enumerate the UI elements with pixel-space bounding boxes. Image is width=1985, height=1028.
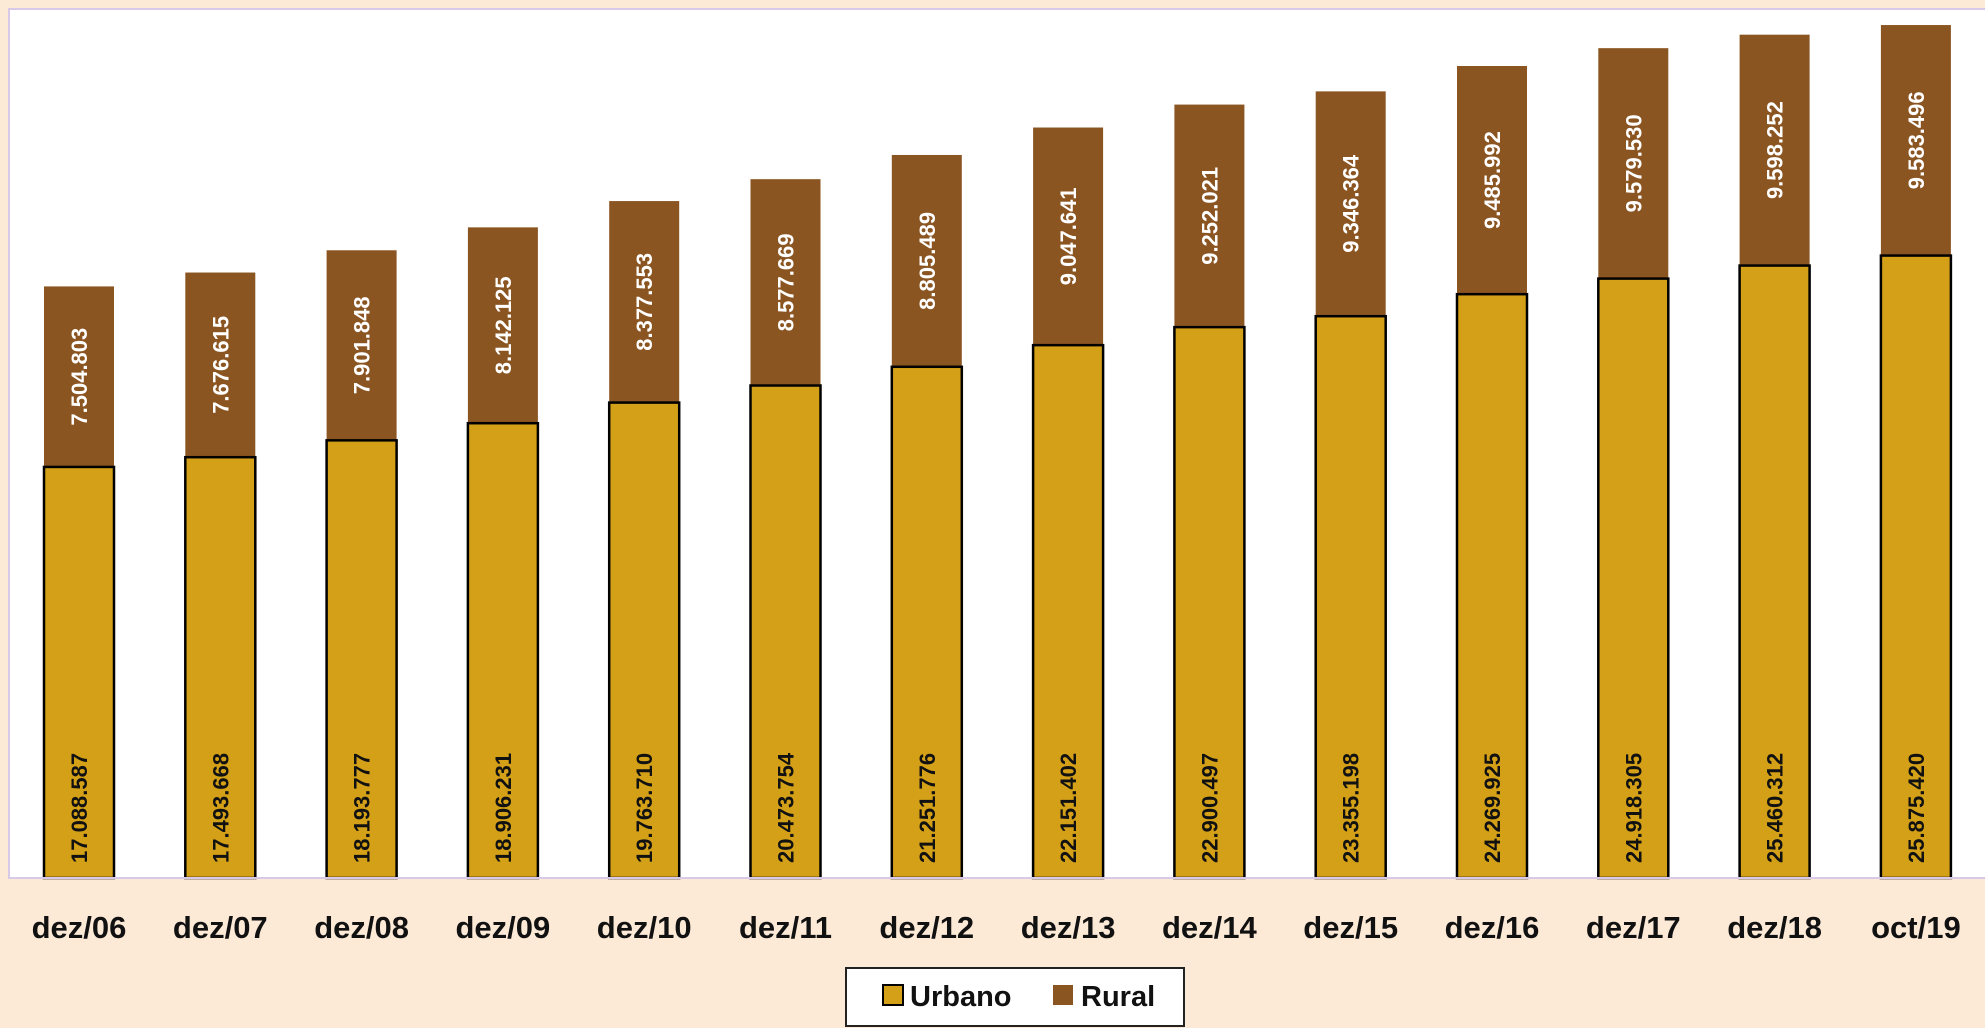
data-label-urbano-dez-07: 17.493.668 (208, 753, 233, 863)
data-label-urbano-dez-13: 22.151.402 (1056, 753, 1081, 863)
x-tick-label-dez-08: dez/08 (314, 910, 409, 945)
plot-area (9, 9, 1985, 878)
data-label-urbano-dez-09: 18.906.231 (491, 753, 516, 863)
legend-label-rural: Rural (1081, 981, 1155, 1013)
data-label-urbano-dez-08: 18.193.777 (350, 753, 375, 863)
data-label-urbano-oct-19: 25.875.420 (1904, 753, 1929, 863)
x-tick-label-oct-19: oct/19 (1871, 910, 1961, 945)
data-label-rural-dez-16: 9.485.992 (1480, 131, 1505, 229)
data-label-urbano-dez-10: 19.763.710 (632, 753, 657, 863)
data-label-rural-dez-07: 7.676.615 (208, 316, 233, 414)
data-label-rural-dez-14: 9.252.021 (1197, 167, 1222, 265)
x-tick-label-dez-06: dez/06 (32, 910, 127, 945)
data-label-rural-dez-15: 9.346.364 (1339, 154, 1364, 253)
x-tick-label-dez-16: dez/16 (1445, 910, 1540, 945)
x-axis-ticks: dez/06 dez/07 dez/08 dez/09 dez/10 dez/11 dez/… (32, 910, 1961, 945)
data-label-urbano-dez-06: 17.088.587 (67, 753, 92, 863)
data-label-rural-dez-17: 9.579.530 (1621, 114, 1646, 212)
data-label-rural-dez-06: 7.504.803 (67, 328, 92, 426)
data-label-urbano-dez-17: 24.918.305 (1621, 753, 1646, 863)
x-tick-label-dez-09: dez/09 (456, 910, 551, 945)
x-tick-label-dez-10: dez/10 (597, 910, 692, 945)
data-label-urbano-dez-14: 22.900.497 (1197, 753, 1222, 863)
data-label-urbano-dez-11: 20.473.754 (774, 752, 799, 863)
x-tick-label-dez-11: dez/11 (739, 910, 832, 945)
data-label-rural-dez-08: 7.901.848 (350, 296, 375, 394)
data-label-urbano-dez-15: 23.355.198 (1339, 753, 1364, 863)
x-tick-label-dez-15: dez/15 (1303, 910, 1398, 945)
data-label-urbano-dez-18: 25.460.312 (1763, 753, 1788, 863)
legend-label-urbano: Urbano (910, 981, 1012, 1013)
legend-swatch-rural (1053, 985, 1073, 1005)
legend-swatch-urbano (883, 985, 903, 1005)
data-label-rural-oct-19: 9.583.496 (1904, 91, 1929, 189)
data-label-rural-dez-11: 8.577.669 (774, 233, 799, 331)
data-label-rural-dez-10: 8.377.553 (632, 253, 657, 351)
x-tick-label-dez-18: dez/18 (1727, 910, 1822, 945)
data-label-rural-dez-12: 8.805.489 (915, 212, 940, 310)
x-tick-label-dez-13: dez/13 (1021, 910, 1116, 945)
x-tick-label-dez-17: dez/17 (1586, 910, 1681, 945)
data-label-urbano-dez-12: 21.251.776 (915, 753, 940, 863)
legend: Urbano Rural (846, 968, 1184, 1026)
x-tick-label-dez-12: dez/12 (879, 910, 974, 945)
x-tick-label-dez-14: dez/14 (1162, 910, 1258, 945)
data-label-rural-dez-09: 8.142.125 (491, 276, 516, 374)
data-label-rural-dez-18: 9.598.252 (1763, 101, 1788, 199)
data-label-urbano-dez-16: 24.269.925 (1480, 753, 1505, 863)
data-label-rural-dez-13: 9.047.641 (1056, 187, 1081, 285)
x-tick-label-dez-07: dez/07 (173, 910, 268, 945)
